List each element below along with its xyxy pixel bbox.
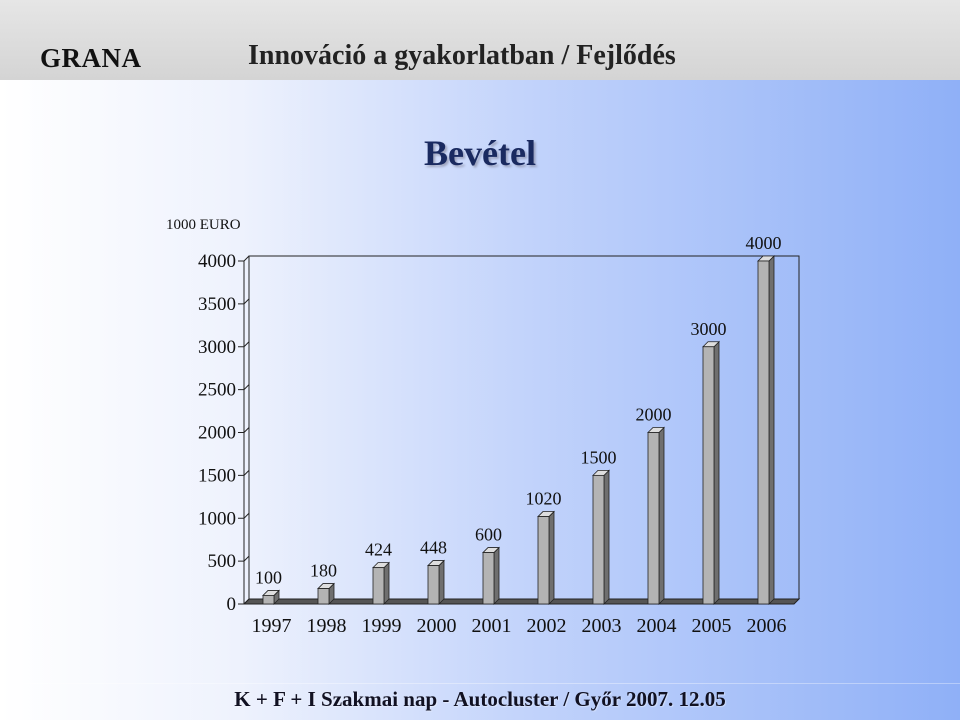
y-tick-label: 500 bbox=[208, 551, 237, 572]
data-label: 3000 bbox=[691, 319, 727, 339]
bar bbox=[482, 552, 495, 605]
bar-side bbox=[768, 255, 775, 605]
data-label: 424 bbox=[365, 540, 392, 560]
y-tick-label: 3000 bbox=[198, 337, 236, 358]
data-label: 100 bbox=[255, 567, 282, 587]
x-tick-label: 2000 bbox=[417, 615, 457, 637]
header-bar: GRANA Innováció a gyakorlatban / Fejlődé… bbox=[0, 0, 960, 80]
bar bbox=[702, 346, 715, 605]
data-label: 180 bbox=[310, 561, 337, 581]
x-tick-label: 2001 bbox=[472, 615, 512, 637]
bar bbox=[317, 588, 330, 605]
data-label: 1020 bbox=[526, 489, 562, 509]
bar bbox=[757, 260, 770, 605]
y-tick-depth bbox=[243, 427, 250, 433]
y-tick-depth bbox=[243, 255, 250, 262]
y-tick-depth bbox=[243, 598, 250, 605]
y-tick-label: 1000 bbox=[198, 508, 236, 529]
y-tick-depth bbox=[243, 341, 250, 348]
bar-side bbox=[548, 510, 555, 605]
slide-title: Bevétel bbox=[424, 133, 536, 173]
x-tick-label: 2003 bbox=[582, 615, 622, 637]
data-label: 1500 bbox=[581, 447, 617, 467]
bar bbox=[372, 567, 385, 605]
y-tick-depth bbox=[243, 298, 250, 305]
y-tick-depth bbox=[243, 555, 250, 562]
x-tick-label: 2005 bbox=[692, 615, 732, 637]
bar-side bbox=[713, 340, 720, 605]
y-tick-depth bbox=[243, 512, 250, 519]
header-title: Innováció a gyakorlatban / Fejlődés bbox=[248, 40, 676, 71]
data-label: 448 bbox=[420, 538, 447, 558]
bar-side bbox=[603, 469, 610, 605]
bar-side bbox=[383, 561, 390, 605]
bar bbox=[427, 565, 440, 605]
y-tick-label: 2500 bbox=[198, 380, 236, 401]
bar-side bbox=[493, 546, 500, 605]
bar bbox=[647, 432, 660, 605]
bar-side bbox=[438, 559, 445, 605]
x-tick-label: 1999 bbox=[362, 615, 402, 637]
y-tick-depth bbox=[243, 384, 250, 390]
bar bbox=[537, 516, 550, 605]
x-tick-label: 1997 bbox=[252, 615, 292, 637]
bar bbox=[262, 595, 275, 605]
y-tick-label: 2000 bbox=[198, 423, 236, 444]
x-tick-label: 2004 bbox=[637, 615, 677, 637]
y-tick-label: 1500 bbox=[198, 465, 236, 486]
data-label: 600 bbox=[475, 525, 502, 545]
footer-divider bbox=[0, 683, 960, 684]
bar bbox=[592, 474, 605, 605]
footer-text: K + F + I Szakmai nap - Autocluster / Gy… bbox=[234, 687, 726, 711]
x-tick-label: 2002 bbox=[527, 615, 567, 637]
y-axis-unit-label: 1000 EURO bbox=[166, 217, 241, 233]
data-label: 4000 bbox=[746, 233, 782, 253]
y-tick-depth bbox=[243, 470, 250, 476]
y-tick-label: 3500 bbox=[198, 294, 236, 315]
y-tick-label: 4000 bbox=[198, 251, 236, 272]
x-tick-label: 2006 bbox=[747, 615, 787, 637]
y-tick-label: 0 bbox=[227, 594, 237, 615]
bar-side bbox=[658, 426, 665, 605]
data-label: 2000 bbox=[636, 405, 672, 425]
grana-logo: GRANA bbox=[40, 43, 142, 73]
x-tick-label: 1998 bbox=[307, 615, 347, 637]
